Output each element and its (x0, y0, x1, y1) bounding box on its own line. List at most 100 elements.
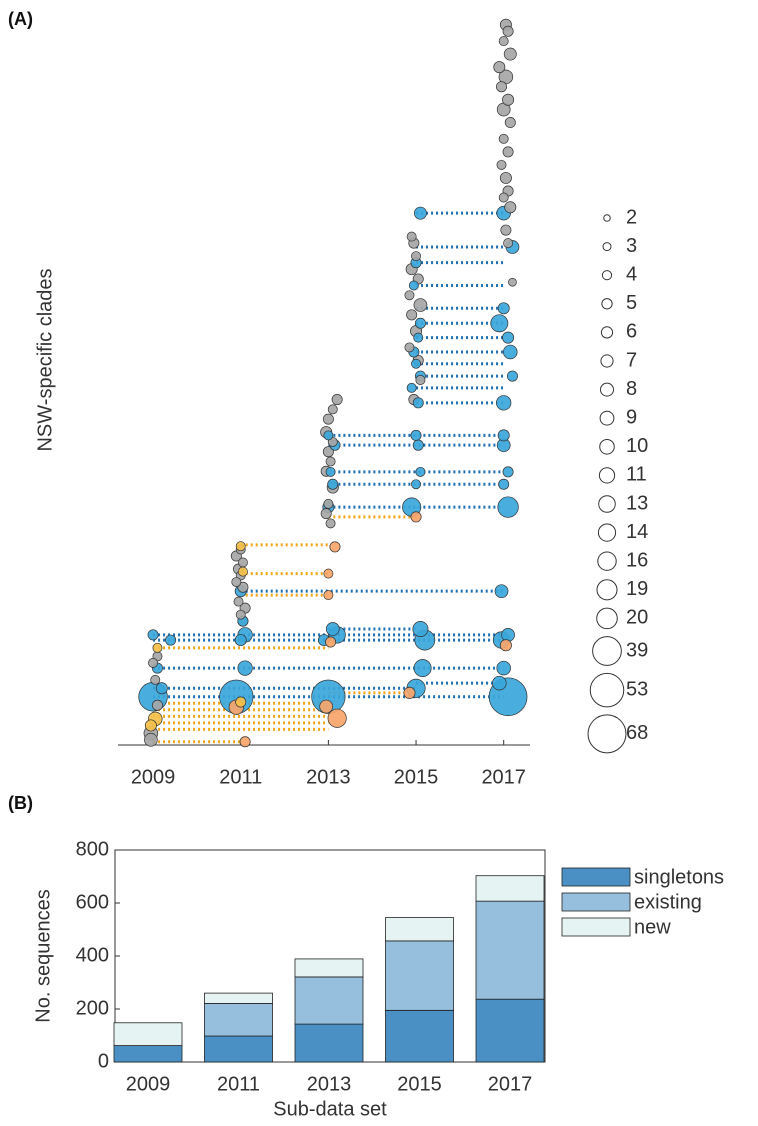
clade-bubble (151, 699, 163, 711)
panel-label: (B) (8, 793, 33, 813)
clade-bubble (496, 81, 508, 93)
bar-segment (385, 1009, 454, 1063)
clade-bubble (155, 682, 168, 695)
x-tick-label: 2013 (306, 766, 351, 788)
clade-bubble (492, 675, 507, 691)
clade-bubble (413, 206, 427, 220)
clade-bubble (148, 657, 159, 668)
x-axis-label: Sub-data set (273, 1098, 387, 1120)
size-legend-label: 14 (626, 521, 648, 543)
size-legend-marker (600, 354, 614, 368)
size-legend-label: 8 (626, 378, 637, 400)
clade-bubble (319, 699, 334, 714)
size-legend-marker (596, 579, 618, 601)
clade-bubble (412, 621, 429, 637)
clade-bubble (331, 394, 343, 406)
x-tick-label: 2013 (307, 1073, 352, 1095)
clade-bubble (502, 466, 514, 478)
clade-bubble (497, 429, 510, 442)
clade-bubble (323, 498, 334, 509)
clade-bubble (325, 456, 336, 467)
size-legend-marker (589, 672, 625, 708)
size-legend-marker (599, 439, 615, 455)
size-legend-label: 9 (626, 406, 637, 428)
size-legend-label: 53 (626, 678, 648, 700)
clade-bubble (406, 231, 417, 242)
legend-label: existing (634, 891, 702, 913)
legend-swatch (561, 867, 631, 887)
clade-bubble (498, 192, 509, 203)
clade-bubble (496, 660, 511, 676)
y-tick-label: 800 (76, 838, 109, 860)
clade-bubble (237, 566, 248, 577)
clade-bubble (496, 159, 507, 170)
clade-bubble (234, 634, 247, 647)
size-legend-label: 2 (626, 206, 637, 228)
y-axis-label: NSW-specific clades (34, 268, 56, 451)
bar-segment (204, 1035, 273, 1063)
size-legend-label: 19 (626, 578, 648, 600)
clade-bubble (415, 466, 426, 477)
size-legend-marker (599, 382, 615, 397)
legend-label: new (634, 916, 671, 938)
size-legend-marker (601, 270, 613, 281)
clade-bubble (237, 557, 248, 568)
clade-bubble (150, 674, 161, 685)
clade-bubble (412, 439, 424, 451)
size-legend-label: 7 (626, 349, 637, 371)
clade-bubble (410, 429, 422, 441)
clade-bubble (497, 302, 510, 315)
legend-swatch (561, 917, 631, 937)
x-tick-label: 2009 (131, 766, 176, 788)
bar-segment (294, 1023, 364, 1063)
y-tick-label: 200 (76, 997, 109, 1019)
clade-bubble (504, 201, 517, 214)
clade-bubble (497, 496, 519, 518)
clade-bubble (237, 660, 253, 676)
clade-bubble (499, 171, 512, 184)
clade-bubble (327, 478, 339, 490)
clade-bubble (239, 736, 251, 748)
bar-segment (475, 998, 545, 1063)
clade-bubble (323, 568, 334, 579)
y-tick-label: 400 (76, 944, 109, 966)
size-legend-marker (601, 298, 613, 310)
size-legend-label: 5 (626, 292, 637, 314)
size-legend-label: 10 (626, 435, 648, 457)
clade-bubble (415, 375, 426, 385)
clade-bubble (408, 280, 419, 291)
clade-bubble (496, 395, 512, 411)
clade-bubble (404, 290, 415, 301)
clade-bubble (144, 719, 157, 732)
size-legend-marker (598, 495, 616, 513)
bar-segment (385, 940, 454, 1011)
clade-bubble (233, 596, 244, 607)
clade-bubble (323, 430, 334, 441)
clade-bubble (498, 478, 510, 490)
x-tick-label: 2011 (217, 1073, 260, 1095)
clade-bubble (322, 446, 334, 458)
bar-segment (204, 1003, 273, 1037)
clade-bubble (325, 518, 336, 529)
size-legend-label: 13 (626, 492, 648, 514)
size-legend-label: 39 (626, 639, 648, 661)
clade-bubble (329, 541, 341, 553)
clade-bubble (500, 224, 512, 236)
clade-bubble (235, 696, 247, 708)
clade-bubble (235, 541, 246, 552)
bar-segment (294, 976, 364, 1025)
size-legend-marker (598, 467, 616, 484)
clade-bubble (165, 634, 177, 646)
clade-bubble (502, 331, 515, 344)
clade-bubble (147, 629, 159, 641)
bar-segment (385, 917, 454, 942)
clade-bubble (235, 609, 246, 620)
x-tick-label: 2015 (397, 1073, 442, 1095)
clade-bubble (502, 146, 514, 158)
x-tick-label: 2009 (126, 1073, 171, 1095)
legend-label: singletons (634, 866, 724, 888)
size-legend-label: 11 (626, 464, 647, 486)
clade-bubble (501, 627, 515, 642)
size-legend-marker (597, 523, 617, 542)
clade-bubble (493, 61, 506, 74)
